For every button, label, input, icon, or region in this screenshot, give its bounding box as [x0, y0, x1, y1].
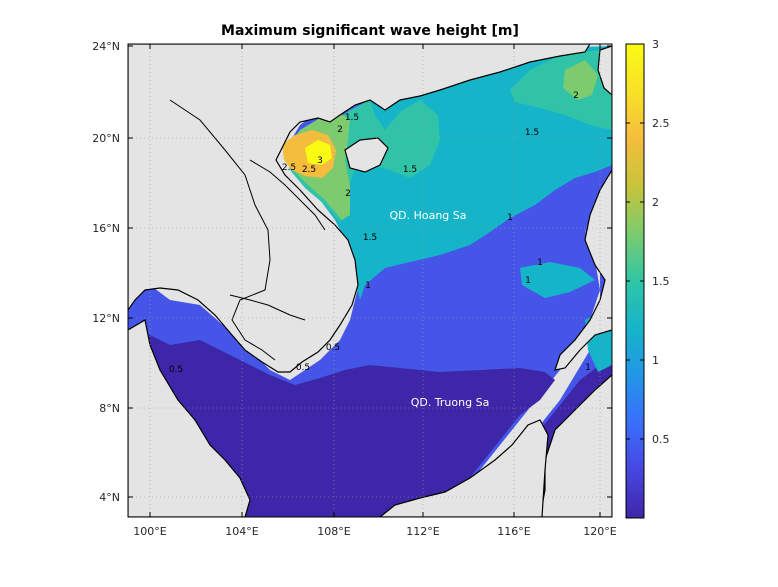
- lat-tick-label: 20°N: [92, 132, 120, 145]
- contour-label: 1.5: [363, 233, 377, 243]
- lon-tick-label: 120°E: [583, 525, 616, 538]
- contour-label: 1: [365, 281, 371, 291]
- contour-label: 1: [585, 363, 591, 373]
- contour-label: 0.5: [296, 363, 310, 373]
- contour-label: 0.5: [169, 365, 183, 375]
- land-hainan: [344, 137, 389, 173]
- sea-region-1-patch-a: [520, 262, 595, 298]
- colorbar-tick-label: 2: [652, 196, 659, 209]
- contour-label: 0.5: [326, 343, 340, 353]
- place-label-hoang-sa: QD. Hoang Sa: [389, 209, 466, 222]
- lon-tick-label: 116°E: [497, 525, 530, 538]
- land-taiwan: [597, 45, 612, 96]
- lon-tick-label: 104°E: [225, 525, 258, 538]
- border-line-2: [249, 159, 326, 231]
- lon-tick-label: 108°E: [317, 525, 350, 538]
- colorbar-tick-label: 1.5: [652, 275, 670, 288]
- lat-tick-label: 16°N: [92, 222, 120, 235]
- lon-tick-label: 100°E: [133, 525, 166, 538]
- chart-title: Maximum significant wave height [m]: [221, 23, 519, 39]
- map-frame: [127, 43, 613, 518]
- land-philippines: [554, 168, 612, 371]
- colorbar-tick-label: 0.5: [652, 433, 670, 446]
- contour-label: 2: [345, 189, 351, 199]
- contour-label: 1.5: [525, 128, 539, 138]
- sea-region-0: [128, 330, 555, 517]
- contour-label: 1: [525, 276, 531, 286]
- land-mainland-china: [128, 44, 591, 373]
- map-grid: [128, 44, 612, 517]
- contour-label: 1: [507, 213, 513, 223]
- contour-label: 2.5: [302, 165, 316, 175]
- sea-region-2-ne: [563, 60, 598, 100]
- contour-label: 1.5: [403, 165, 417, 175]
- lon-tick-label: 112°E: [406, 525, 439, 538]
- land-borneo: [379, 419, 549, 517]
- lat-tick-label: 8°N: [99, 402, 120, 415]
- place-label-truong-sa: QD. Truong Sa: [411, 396, 490, 409]
- contour-label: 3: [317, 156, 323, 166]
- lat-tick-label: 12°N: [92, 312, 120, 325]
- contour-label: 1: [537, 258, 543, 268]
- contour-label: 1.5: [345, 113, 359, 123]
- contour-label: 2: [337, 125, 343, 135]
- map-area: [128, 44, 612, 517]
- border-line: [169, 99, 276, 361]
- lat-axis: 4°N 8°N 12°N 16°N 20°N 24°N: [92, 40, 612, 504]
- contour-label: 2: [573, 91, 579, 101]
- colorbar-tick-label: 2.5: [652, 117, 670, 130]
- contour-label: 2.5: [282, 163, 296, 173]
- colorbar-tick-label: 3: [652, 38, 659, 51]
- lat-tick-label: 4°N: [99, 491, 120, 504]
- lon-axis: 100°E 104°E 108°E 112°E 116°E 120°E: [133, 44, 617, 538]
- lat-tick-label: 24°N: [92, 40, 120, 53]
- colorbar: 3 2.5 2 1.5 1 0.5: [625, 38, 670, 519]
- border-line-3: [229, 294, 306, 321]
- colorbar-tick-label: 1: [652, 354, 659, 367]
- sea-region-3: [305, 140, 332, 165]
